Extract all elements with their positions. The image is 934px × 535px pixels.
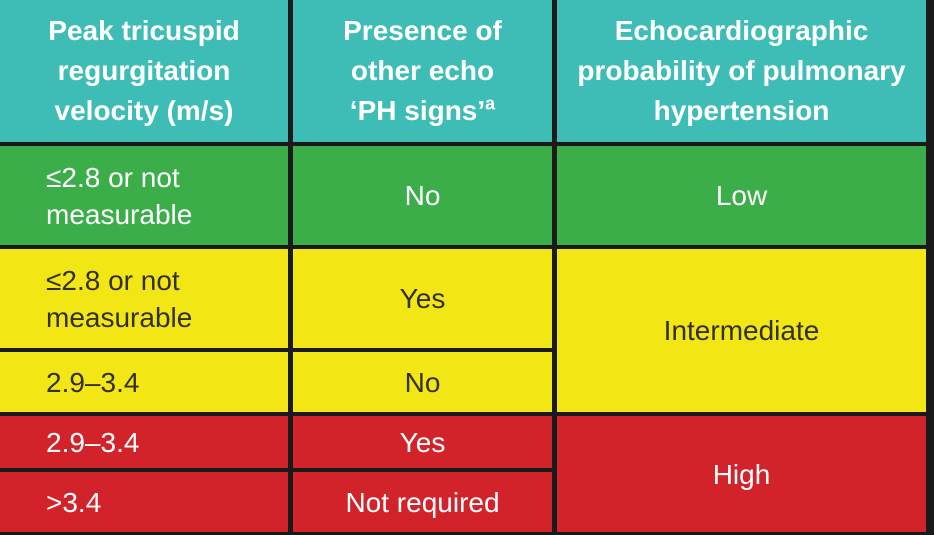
cell-text: No [404,180,441,211]
cell-text: ≤2.8 or not measurable [46,161,193,230]
cell-text: Yes [399,283,446,314]
cell-text: >3.4 [46,486,102,518]
cell-yellow-probability-merged: Intermediate [557,249,926,412]
header-cell-probability: Echocardiographic probability of pulmona… [557,0,926,142]
header-line: regurgitation [57,55,231,86]
cell-yellow2-ph-signs: No [293,352,552,412]
header-line: Presence of [343,15,502,46]
cell-text: Low [715,180,768,211]
header-line: ‘PH signs’a [350,91,495,131]
cell-red1-velocity: 2.9–3.4 [0,416,288,468]
cell-text: No [404,366,441,398]
cell-text: Yes [399,426,446,458]
cell-yellow1-velocity: ≤2.8 or not measurable [0,249,288,348]
cell-yellow2-velocity: 2.9–3.4 [0,352,288,412]
cell-text: Not required [345,486,500,518]
cell-text: ≤2.8 or not measurable [46,264,193,333]
cell-red1-ph-signs: Yes [293,416,552,468]
footnote-marker: a [485,93,496,114]
header-line: probability of pulmonary [577,55,906,86]
cell-green-probability: Low [557,146,926,245]
header-line: other echo [350,55,495,86]
cell-text: 2.9–3.4 [46,366,140,398]
cell-green-ph-signs: No [293,146,552,245]
cell-text: 2.9–3.4 [46,426,140,458]
header-line: Echocardiographic [614,15,869,46]
header-cell-velocity: Peak tricuspid regurgitation velocity (m… [0,0,288,142]
cell-yellow1-ph-signs: Yes [293,249,552,348]
cell-text: Intermediate [663,315,820,346]
header-cell-ph-signs: Presence of other echo ‘PH signs’a [293,0,552,142]
cell-red2-velocity: >3.4 [0,472,288,532]
cell-red-probability-merged: High [557,416,926,532]
cell-red2-ph-signs: Not required [293,472,552,532]
header-line-text: ‘PH signs’ [349,95,486,126]
header-line: Peak tricuspid [48,15,240,46]
header-line: velocity (m/s) [54,95,234,126]
cell-green-velocity: ≤2.8 or not measurable [0,146,288,245]
cell-text: High [712,458,771,490]
header-line: hypertension [653,95,830,126]
